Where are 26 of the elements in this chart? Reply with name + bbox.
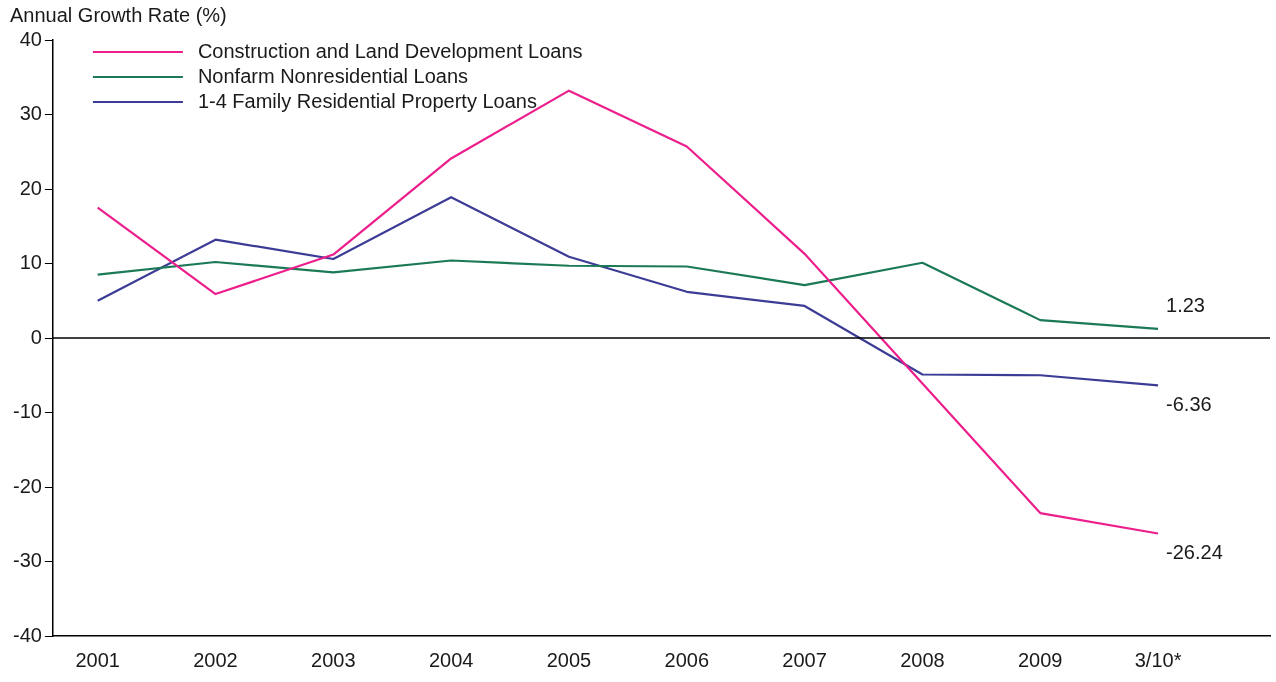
- y-tick-label: -40: [13, 623, 42, 646]
- y-tick-label: 40: [19, 27, 42, 50]
- y-tick-label: -20: [13, 474, 42, 497]
- y-tick-label: 0: [30, 325, 42, 348]
- x-tick-label: 2006: [664, 648, 710, 671]
- x-tick-label: 3/10*: [1134, 648, 1182, 671]
- legend-label: Nonfarm Nonresidential Loans: [197, 64, 469, 87]
- x-tick-label: 2004: [428, 648, 474, 671]
- y-tick-label: -30: [13, 549, 42, 572]
- x-tick-label: 2008: [900, 648, 945, 671]
- y-tick-label: 30: [19, 102, 42, 125]
- x-tick-label: 2001: [75, 648, 120, 671]
- y-tick-label: 20: [19, 176, 42, 199]
- data-label: 1.23: [1166, 294, 1206, 317]
- x-tick-label: 2007: [782, 648, 827, 671]
- legend-label: Construction and Land Development Loans: [197, 39, 583, 62]
- y-tick-label: -10: [13, 400, 42, 423]
- legend-label: 1-4 Family Residential Property Loans: [197, 89, 537, 112]
- data-label: -26.24: [1166, 541, 1223, 563]
- y-axis-title: Annual Growth Rate (%): [10, 3, 227, 26]
- x-tick-label: 2002: [193, 648, 238, 671]
- x-tick-label: 2003: [311, 648, 356, 671]
- y-tick-label: 10: [19, 251, 42, 274]
- data-label: -6.36: [1166, 392, 1212, 415]
- x-tick-label: 2005: [546, 648, 592, 671]
- x-tick-label: 2009: [1018, 648, 1063, 671]
